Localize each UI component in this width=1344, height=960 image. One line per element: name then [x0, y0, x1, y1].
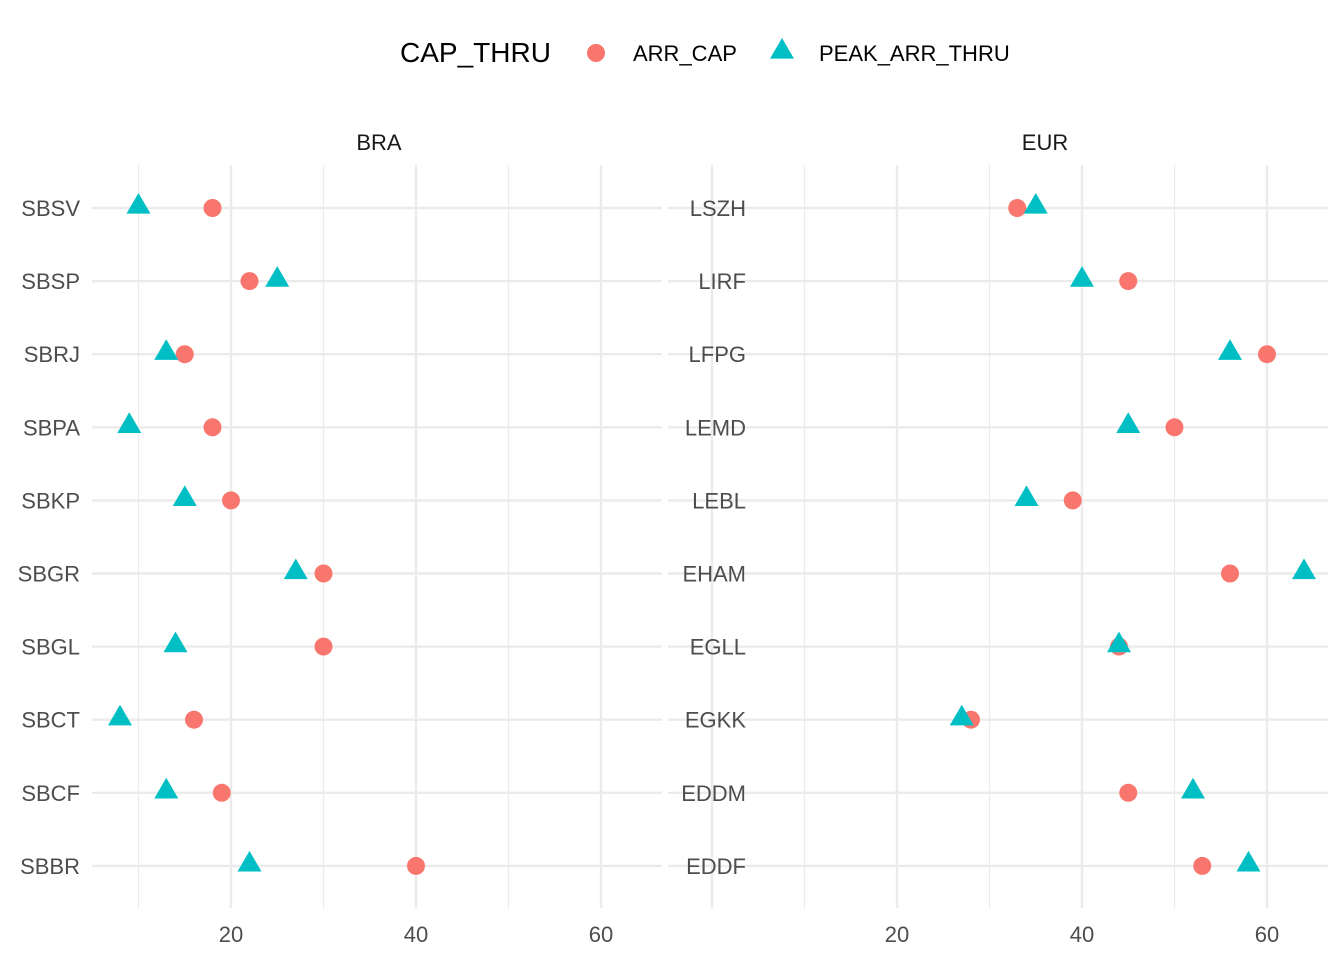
point-arr-cap: [1119, 783, 1138, 802]
panel-eur: EUR LSZH LIRF LFPG LEMD LEBL EHAM EGLL EGKK EDDM…: [668, 130, 1328, 947]
panel-eur-points: [949, 193, 1316, 875]
panel-bra-y-tick-labels: SBSV SBSP SBRJ SBPA SBKP SBGR SBGL SBCT SBCF SBBR: [18, 196, 81, 879]
point-peak-arr-thru: [108, 704, 132, 726]
y-tick-label: SBGR: [18, 562, 80, 587]
y-tick-label: LIRF: [698, 269, 746, 294]
point-arr-cap: [212, 783, 231, 802]
point-peak-arr-thru: [1107, 631, 1131, 653]
panel-label-bra: BRA: [356, 130, 402, 155]
point-arr-cap: [203, 418, 222, 437]
point-arr-cap: [1193, 856, 1212, 875]
y-tick-label: EGLL: [690, 635, 746, 660]
y-tick-label: SBRJ: [24, 342, 80, 367]
y-tick-label: EGKK: [685, 708, 746, 733]
legend-title: CAP_THRU: [400, 37, 551, 68]
x-tick-label: 60: [589, 922, 613, 947]
legend-key-peak-arr-thru: [770, 38, 794, 59]
point-arr-cap: [1258, 345, 1276, 364]
y-tick-label: LFPG: [689, 342, 746, 367]
legend-label-arr-cap: ARR_CAP: [633, 41, 737, 66]
y-tick-label: EHAM: [682, 562, 746, 587]
point-arr-cap: [185, 710, 203, 729]
point-peak-arr-thru: [154, 339, 179, 360]
point-arr-cap: [1165, 418, 1184, 437]
point-peak-arr-thru: [1116, 412, 1141, 433]
point-arr-cap: [314, 564, 333, 583]
panel-eur-x-tick-labels: 20 40 60: [885, 922, 1279, 947]
point-peak-arr-thru: [1181, 777, 1205, 799]
y-tick-label: SBGL: [21, 635, 80, 660]
y-tick-label: LEBL: [692, 488, 746, 513]
point-arr-cap: [1119, 272, 1138, 291]
point-arr-cap: [407, 856, 425, 875]
point-peak-arr-thru: [117, 412, 142, 433]
y-tick-label: EDDF: [686, 854, 746, 879]
point-arr-cap: [175, 345, 194, 364]
x-tick-label: 60: [1255, 922, 1279, 947]
panel-bra-gridlines: [92, 165, 662, 908]
point-peak-arr-thru: [1023, 193, 1048, 214]
point-peak-arr-thru: [949, 704, 974, 726]
point-peak-arr-thru: [126, 193, 151, 214]
y-tick-label: LEMD: [685, 415, 746, 440]
point-peak-arr-thru: [237, 850, 262, 872]
point-arr-cap: [1063, 491, 1082, 510]
point-peak-arr-thru: [265, 266, 290, 287]
point-peak-arr-thru: [1292, 558, 1316, 580]
point-arr-cap: [203, 199, 222, 217]
panel-label-eur: EUR: [1022, 130, 1068, 155]
point-peak-arr-thru: [163, 631, 188, 653]
y-tick-label: SBBR: [20, 854, 80, 879]
point-peak-arr-thru: [172, 485, 197, 507]
y-tick-label: SBSP: [21, 269, 80, 294]
y-tick-label: SBKP: [21, 488, 80, 513]
point-arr-cap: [222, 491, 240, 510]
legend-label-peak-arr-thru: PEAK_ARR_THRU: [819, 41, 1010, 66]
point-arr-cap: [1008, 199, 1027, 217]
panel-bra-points: [108, 193, 425, 875]
legend-key-arr-cap: [587, 44, 605, 62]
panel-eur-y-tick-labels: LSZH LIRF LFPG LEMD LEBL EHAM EGLL EGKK EDDM EDDF: [681, 196, 746, 879]
panel-eur-gridlines: [668, 165, 1328, 908]
point-peak-arr-thru: [1236, 850, 1261, 872]
point-arr-cap: [314, 637, 333, 656]
y-tick-label: SBCT: [21, 708, 80, 733]
point-peak-arr-thru: [1014, 485, 1039, 507]
point-arr-cap: [1221, 564, 1239, 583]
y-tick-label: SBPA: [23, 415, 80, 440]
y-tick-label: EDDM: [681, 781, 746, 806]
y-tick-label: SBSV: [21, 196, 80, 221]
point-arr-cap: [240, 272, 259, 291]
panel-bra-x-tick-labels: 20 40 60: [219, 922, 613, 947]
x-tick-label: 20: [219, 922, 243, 947]
y-tick-label: SBCF: [21, 781, 80, 806]
legend: CAP_THRU ARR_CAP PEAK_ARR_THRU: [400, 37, 1010, 68]
point-peak-arr-thru: [1070, 266, 1094, 287]
panel-bra: BRA SBSV SBSP SBRJ SBPA SBKP SBGR SBGL SBCT SBCF…: [18, 130, 662, 947]
x-tick-label: 40: [404, 922, 428, 947]
y-tick-label: LSZH: [690, 196, 746, 221]
x-tick-label: 20: [885, 922, 909, 947]
x-tick-label: 40: [1070, 922, 1094, 947]
point-peak-arr-thru: [154, 777, 179, 799]
point-peak-arr-thru: [283, 558, 308, 580]
point-peak-arr-thru: [1218, 339, 1242, 360]
